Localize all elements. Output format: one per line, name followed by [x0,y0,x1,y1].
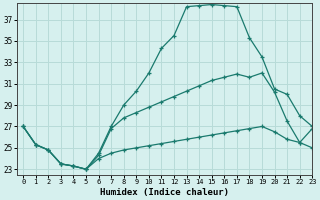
X-axis label: Humidex (Indice chaleur): Humidex (Indice chaleur) [100,188,229,197]
